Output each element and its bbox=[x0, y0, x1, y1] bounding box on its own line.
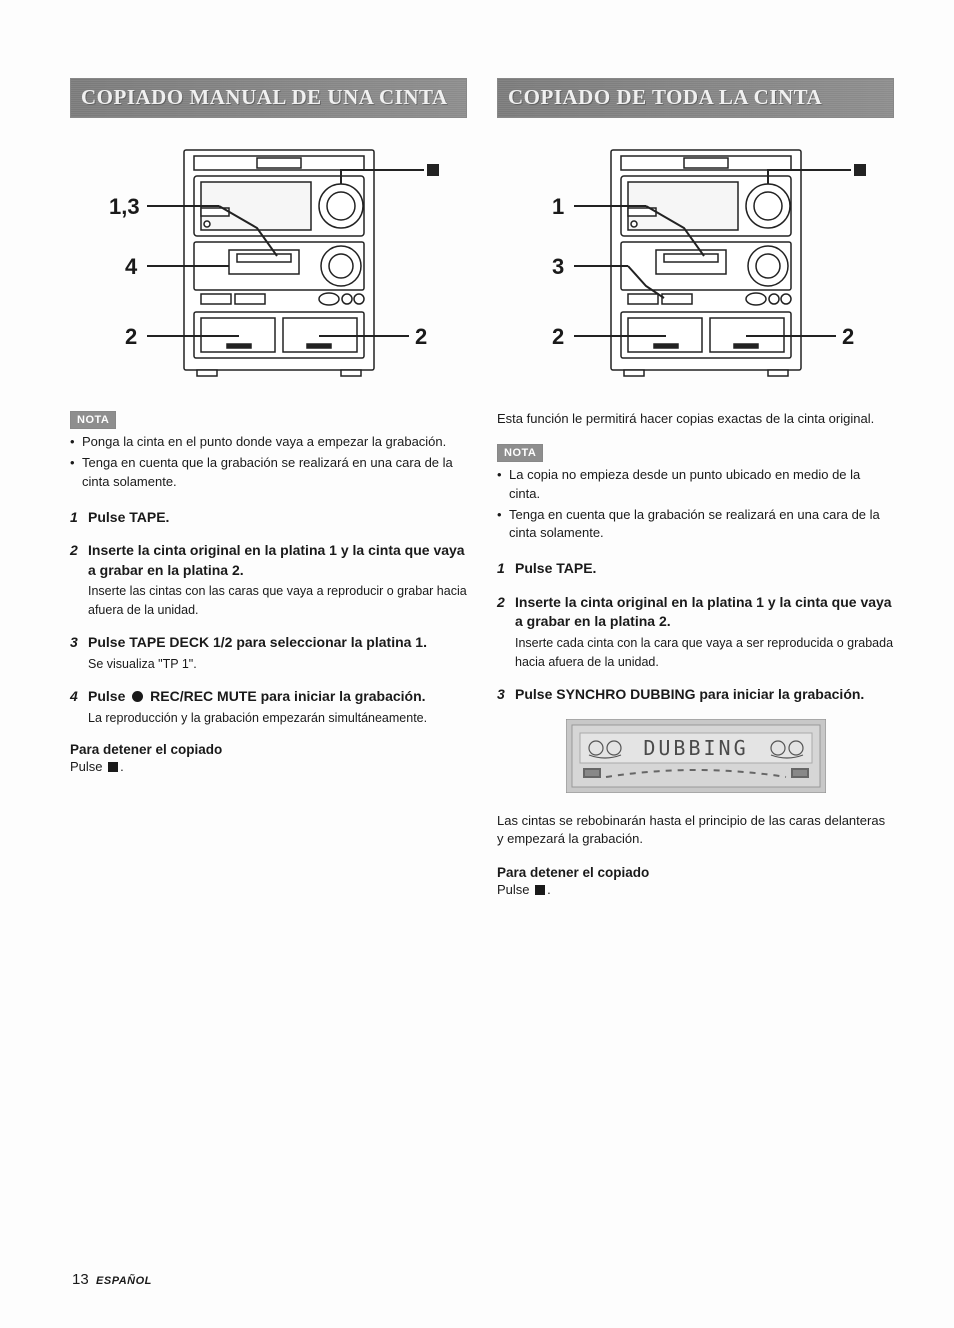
step-item: 1 Pulse TAPE. bbox=[70, 508, 467, 528]
nota-badge-right: NOTA bbox=[497, 444, 543, 462]
step-subtext: Inserte cada cinta con la cara que vaya … bbox=[515, 636, 893, 669]
nota-block-left: NOTA Ponga la cinta en el punto donde va… bbox=[70, 410, 467, 492]
nota-bullet: Tenga en cuenta que la grabación se real… bbox=[497, 506, 894, 544]
step-title: Inserte la cinta original en la platina … bbox=[88, 541, 467, 580]
step-title: Pulse SYNCHRO DUBBING para iniciar la gr… bbox=[515, 685, 894, 705]
step-title: Pulse TAPE DECK 1/2 para seleccionar la … bbox=[88, 633, 467, 653]
stop-body-post: . bbox=[547, 882, 551, 897]
step-item: 4 Pulse REC/REC MUTE para iniciar la gra… bbox=[70, 687, 467, 727]
stereo-diagram-left: 1,3 4 2 2 bbox=[89, 138, 449, 388]
stop-title: Para detener el copiado bbox=[70, 742, 467, 757]
nota-block-right: NOTA La copia no empieza desde un punto … bbox=[497, 443, 894, 543]
nota-bullet: La copia no empieza desde un punto ubica… bbox=[497, 466, 894, 504]
display-text: DUBBING bbox=[643, 736, 748, 760]
stop-icon bbox=[535, 885, 545, 895]
stop-section-left: Para detener el copiado Pulse . bbox=[70, 742, 467, 774]
left-column: COPIADO MANUAL DE UNA CINTA bbox=[70, 78, 467, 897]
step-number: 2 bbox=[70, 541, 78, 561]
right-column: COPIADO DE TODA LA CINTA bbox=[497, 78, 894, 897]
stereo-diagram-right: 1 3 2 2 bbox=[516, 138, 876, 388]
steps-right: 1 Pulse TAPE. 2 Inserte la cinta origina… bbox=[497, 559, 894, 704]
after-steps-text: Las cintas se rebobinarán hasta el princ… bbox=[497, 812, 894, 850]
step-title: Pulse TAPE. bbox=[515, 559, 894, 579]
nota-bullets-right: La copia no empieza desde un punto ubica… bbox=[497, 466, 894, 543]
stop-body: Pulse . bbox=[70, 759, 467, 774]
stop-section-right: Para detener el copiado Pulse . bbox=[497, 865, 894, 897]
nota-badge-left: NOTA bbox=[70, 411, 116, 429]
nota-bullet: Tenga en cuenta que la grabación se real… bbox=[70, 454, 467, 492]
stop-body-pre: Pulse bbox=[70, 759, 106, 774]
step-subtext: Se visualiza "TP 1". bbox=[88, 657, 197, 671]
page-number: 13 bbox=[72, 1271, 89, 1288]
step-item: 3 Pulse TAPE DECK 1/2 para seleccionar l… bbox=[70, 633, 467, 673]
section-header-left-title: COPIADO MANUAL DE UNA CINTA bbox=[81, 85, 448, 110]
two-column-layout: COPIADO MANUAL DE UNA CINTA bbox=[70, 78, 894, 897]
diagram-label-1: 1 bbox=[552, 194, 564, 219]
step-number: 1 bbox=[70, 508, 78, 528]
stop-icon bbox=[108, 762, 118, 772]
page-footer: 13 ESPAÑOL bbox=[72, 1271, 152, 1288]
step-item: 2 Inserte la cinta original en la platin… bbox=[497, 593, 894, 671]
step-subtext: La reproducción y la grabación empezarán… bbox=[88, 711, 427, 725]
dubbing-display: DUBBING bbox=[566, 719, 826, 798]
step-number: 3 bbox=[497, 685, 505, 705]
step-title: Inserte la cinta original en la platina … bbox=[515, 593, 894, 632]
step-title: Pulse REC/REC MUTE para iniciar la graba… bbox=[88, 687, 467, 707]
nota-bullets-left: Ponga la cinta en el punto donde vaya a … bbox=[70, 433, 467, 492]
diagram-label-2l: 2 bbox=[125, 324, 137, 349]
section-header-right: COPIADO DE TODA LA CINTA bbox=[497, 78, 894, 118]
stop-body-pre: Pulse bbox=[497, 882, 533, 897]
step-title-pre: Pulse bbox=[88, 688, 129, 704]
steps-left: 1 Pulse TAPE. 2 Inserte la cinta origina… bbox=[70, 508, 467, 728]
stop-title: Para detener el copiado bbox=[497, 865, 894, 880]
page-language: ESPAÑOL bbox=[96, 1275, 152, 1287]
section-header-left: COPIADO MANUAL DE UNA CINTA bbox=[70, 78, 467, 118]
step-number: 2 bbox=[497, 593, 505, 613]
step-subtext: Inserte las cintas con las caras que vay… bbox=[88, 584, 467, 617]
section-header-right-title: COPIADO DE TODA LA CINTA bbox=[508, 85, 822, 110]
diagram-right-wrap: 1 3 2 2 bbox=[497, 138, 894, 388]
diagram-label-2r: 2 bbox=[842, 324, 854, 349]
nota-bullet: Ponga la cinta en el punto donde vaya a … bbox=[70, 433, 467, 452]
step-title: Pulse TAPE. bbox=[88, 508, 467, 528]
step-number: 1 bbox=[497, 559, 505, 579]
step-number: 3 bbox=[70, 633, 78, 653]
diagram-left-wrap: 1,3 4 2 2 bbox=[70, 138, 467, 388]
step-item: 3 Pulse SYNCHRO DUBBING para iniciar la … bbox=[497, 685, 894, 705]
step-item: 2 Inserte la cinta original en la platin… bbox=[70, 541, 467, 619]
stop-body: Pulse . bbox=[497, 882, 894, 897]
stop-body-post: . bbox=[120, 759, 124, 774]
diagram-label-2l: 2 bbox=[552, 324, 564, 349]
step-title-post: REC/REC MUTE para iniciar la grabación. bbox=[146, 688, 425, 704]
step-item: 1 Pulse TAPE. bbox=[497, 559, 894, 579]
diagram-label-4: 4 bbox=[125, 254, 138, 279]
record-icon bbox=[132, 691, 143, 702]
diagram-label-2r: 2 bbox=[415, 324, 427, 349]
diagram-label-1-3: 1,3 bbox=[109, 194, 140, 219]
diagram-label-3: 3 bbox=[552, 254, 564, 279]
intro-text-right: Esta función le permitirá hacer copias e… bbox=[497, 410, 894, 429]
step-number: 4 bbox=[70, 687, 78, 707]
